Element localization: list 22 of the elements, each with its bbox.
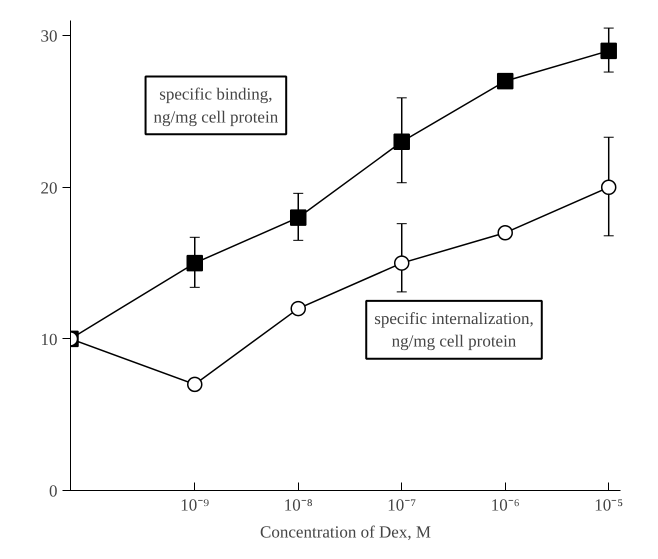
point — [600, 42, 617, 60]
y-tick-label: 20 — [40, 178, 58, 198]
point — [497, 225, 513, 240]
x-tick-label: 10⁻⁵ — [594, 496, 624, 514]
y-tick-label: 30 — [40, 26, 58, 46]
point — [496, 72, 514, 90]
point — [187, 376, 203, 392]
x-tick-label: 10⁻⁶ — [490, 496, 520, 514]
point — [394, 255, 410, 271]
x-tick-label: 10⁻⁹ — [180, 496, 210, 514]
x-tick-label: 10⁻⁸ — [284, 496, 313, 514]
point — [600, 180, 616, 196]
point — [290, 209, 306, 226]
x-tick-label: 10⁻⁷ — [387, 496, 416, 514]
point — [186, 254, 204, 272]
y-tick-label: 10 — [40, 330, 58, 349]
x-axis-title: Concentration of Dex, M — [260, 522, 431, 542]
text: specific binding, ng/mg cell protein — [154, 84, 279, 126]
y-tick-label: 0 — [49, 482, 58, 500]
point — [393, 134, 410, 150]
point — [290, 300, 306, 316]
series-label: specific internalization, ng/mg cell protein — [374, 308, 534, 351]
